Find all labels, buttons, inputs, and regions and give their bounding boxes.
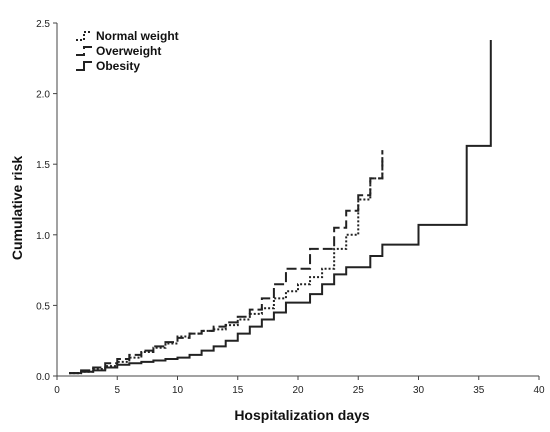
- legend-swatch: [76, 61, 92, 71]
- series-layer: [69, 39, 492, 375]
- x-tick-label: 0: [54, 385, 60, 396]
- x-tick-label: 30: [413, 385, 425, 396]
- series-line-3: [69, 39, 492, 375]
- x-axis-title: Hospitalization days: [234, 407, 370, 423]
- x-tick-label: 5: [114, 385, 120, 396]
- series-line-2: [69, 150, 384, 375]
- y-tick-label: 1.5: [36, 160, 50, 171]
- legend-swatch: [76, 31, 92, 41]
- legend-label: Obesity: [96, 59, 140, 73]
- legend-swatch: [76, 46, 92, 56]
- y-tick-label: 0.5: [36, 301, 50, 312]
- y-tick-label: 1.0: [36, 231, 50, 242]
- y-axis-ticks: 0.0 0.5 1.0 1.5 2.0 2.5: [36, 19, 57, 383]
- legend-label: Normal weight: [96, 29, 179, 43]
- x-tick-label: 15: [232, 385, 244, 396]
- legend-label: Overweight: [96, 44, 161, 58]
- x-tick-label: 35: [473, 385, 485, 396]
- y-tick-label: 0.0: [36, 372, 50, 383]
- y-tick-label: 2.0: [36, 90, 50, 101]
- x-tick-label: 20: [292, 385, 304, 396]
- y-axis-title: Cumulative risk: [9, 156, 25, 260]
- y-tick-label: 2.5: [36, 19, 50, 30]
- x-tick-label: 25: [353, 385, 365, 396]
- x-tick-label: 10: [172, 385, 184, 396]
- x-axis-ticks: 0 5 10 15 20 25 30 35 40: [54, 376, 545, 396]
- x-tick-label: 40: [533, 385, 545, 396]
